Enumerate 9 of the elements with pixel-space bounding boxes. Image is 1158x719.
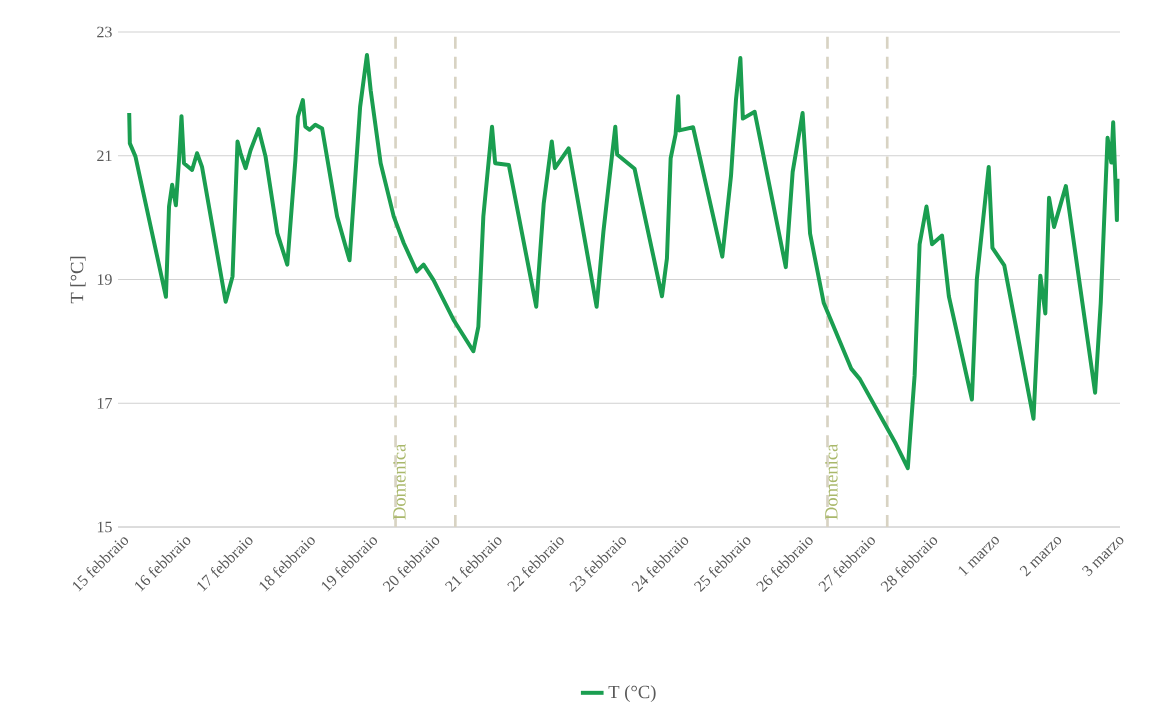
ref-line-label: Domenica bbox=[825, 443, 838, 520]
y-tick-label: 17 bbox=[97, 397, 112, 409]
y-tick-label: 21 bbox=[97, 150, 112, 162]
ref-line-label: Domenica bbox=[393, 443, 406, 520]
y-tick-label: 15 bbox=[97, 521, 112, 533]
y-axis-title: T [°C] bbox=[70, 256, 86, 304]
y-tick-label: 19 bbox=[97, 274, 112, 285]
y-tick-label: 23 bbox=[97, 26, 112, 38]
legend-label: T (°C) bbox=[608, 685, 656, 703]
